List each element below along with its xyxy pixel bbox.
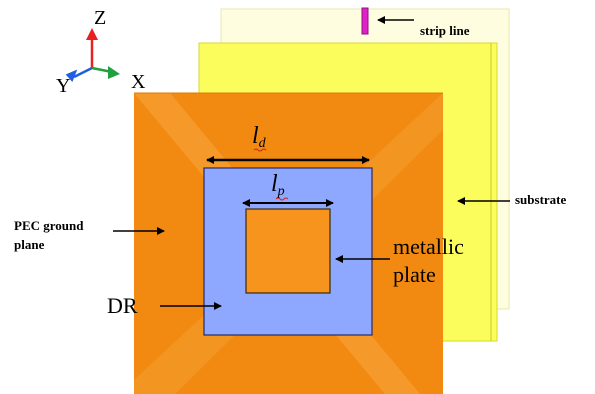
metallic-plate-label-line2: plate bbox=[393, 262, 436, 287]
substrate-label: substrate bbox=[515, 192, 567, 207]
axis-z-label: Z bbox=[94, 7, 107, 29]
coordinate-axes bbox=[65, 28, 120, 82]
pec-ground-plane-label-line2: plane bbox=[14, 237, 45, 252]
metallic-plate-label-line1: metallic bbox=[393, 234, 464, 259]
strip-line-label: strip line bbox=[420, 23, 470, 38]
strip-line bbox=[361, 7, 369, 35]
axis-x-label: X bbox=[131, 71, 146, 93]
dr-label: DR bbox=[107, 293, 138, 318]
metallic-plate bbox=[245, 208, 331, 294]
ld-dimension-label: ld bbox=[252, 123, 266, 151]
axis-y-label: Y bbox=[56, 75, 71, 97]
lp-dimension-label: lp bbox=[271, 171, 285, 199]
ld-squiggle bbox=[253, 148, 267, 152]
lp-squiggle bbox=[275, 197, 289, 201]
pec-ground-plane-label-line1: PEC ground bbox=[14, 218, 84, 233]
